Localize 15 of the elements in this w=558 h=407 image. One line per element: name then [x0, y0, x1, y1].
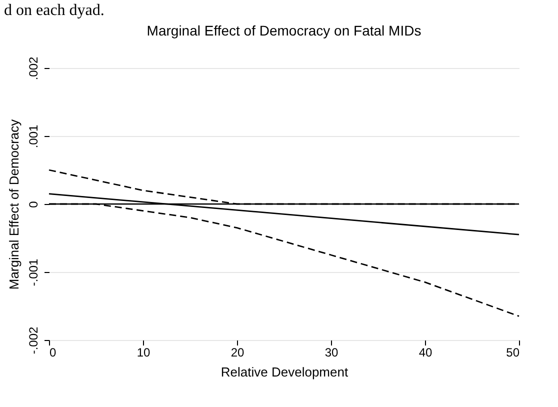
y-tick-label: -.002 [26, 326, 40, 354]
y-tick-label: .002 [26, 56, 40, 80]
y-axis-title: Marginal Effect of Democracy [6, 118, 22, 290]
x-tick-label: 40 [418, 346, 432, 360]
text: d on each dyad. [4, 1, 104, 21]
x-tick-label: 10 [136, 346, 150, 360]
x-tick-label: 30 [324, 346, 338, 360]
x-tick-label: 20 [230, 346, 244, 360]
y-tick-label: 0 [26, 200, 40, 208]
y-tick-label: .001 [26, 124, 40, 148]
x-axis-title: Relative Development [220, 364, 348, 380]
x-tick-label: 50 [506, 346, 520, 360]
x-tick-label: 0 [50, 346, 56, 360]
y-tick-label: -.001 [26, 258, 40, 286]
chart-title: Marginal Effect of Democracy on Fatal MIDs [146, 22, 422, 38]
